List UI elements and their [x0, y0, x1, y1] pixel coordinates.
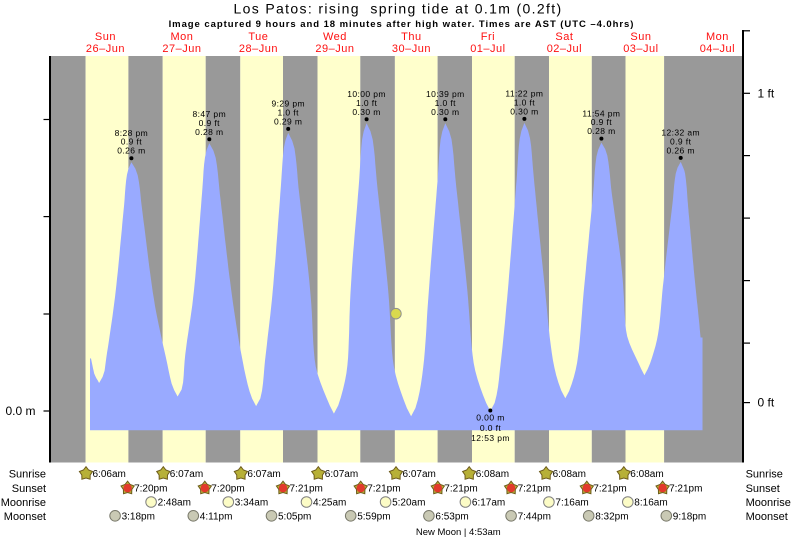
svg-text:0.30 m: 0.30 m: [352, 107, 380, 117]
svg-text:6:07am: 6:07am: [325, 469, 358, 480]
svg-text:01–Jul: 01–Jul: [470, 43, 505, 55]
svg-text:Moonrise: Moonrise: [746, 497, 791, 509]
svg-text:11:22 pm: 11:22 pm: [505, 89, 543, 99]
svg-text:8:32pm: 8:32pm: [595, 511, 628, 522]
svg-text:Sat: Sat: [555, 31, 573, 43]
svg-text:12:32 am: 12:32 am: [661, 128, 700, 138]
svg-text:0.30 m: 0.30 m: [431, 107, 459, 117]
svg-text:10:00 pm: 10:00 pm: [347, 89, 386, 99]
svg-text:02–Jul: 02–Jul: [547, 43, 582, 55]
svg-text:6:17am: 6:17am: [472, 498, 505, 509]
svg-text:3:18pm: 3:18pm: [122, 511, 155, 522]
svg-text:0.0 ft: 0.0 ft: [480, 423, 502, 433]
svg-text:5:59pm: 5:59pm: [357, 511, 390, 522]
svg-text:3:34am: 3:34am: [235, 498, 268, 509]
svg-text:6:07am: 6:07am: [403, 469, 436, 480]
svg-text:Moonset: Moonset: [4, 511, 46, 523]
svg-text:9:18pm: 9:18pm: [673, 511, 706, 522]
svg-text:5:20am: 5:20am: [392, 498, 425, 509]
svg-text:Mon: Mon: [170, 31, 193, 43]
svg-text:Sun: Sun: [630, 31, 651, 43]
svg-text:Moonrise: Moonrise: [1, 497, 46, 509]
svg-text:0.28 m: 0.28 m: [195, 127, 223, 137]
svg-text:28–Jun: 28–Jun: [239, 43, 278, 55]
svg-text:0 ft: 0 ft: [758, 396, 775, 410]
svg-text:27–Jun: 27–Jun: [162, 43, 201, 55]
svg-text:7:20pm: 7:20pm: [211, 484, 244, 495]
svg-text:Sunset: Sunset: [746, 483, 780, 495]
svg-text:Wed: Wed: [323, 31, 347, 43]
svg-text:6:53pm: 6:53pm: [435, 511, 468, 522]
svg-text:2:48am: 2:48am: [158, 498, 191, 509]
svg-text:9:29 pm: 9:29 pm: [271, 99, 305, 109]
svg-text:0.9 ft: 0.9 ft: [591, 117, 613, 127]
svg-text:5:05pm: 5:05pm: [278, 511, 311, 522]
svg-text:4:25am: 4:25am: [313, 498, 346, 509]
svg-text:Los Patos: rising spring tide: Los Patos: rising spring tide at 0.1m (0…: [233, 1, 562, 17]
svg-text:0.28 m: 0.28 m: [587, 126, 615, 136]
svg-text:30–Jun: 30–Jun: [392, 43, 431, 55]
svg-text:Sun: Sun: [95, 31, 116, 43]
svg-text:1 ft: 1 ft: [758, 86, 775, 100]
svg-text:0.9 ft: 0.9 ft: [121, 137, 143, 147]
svg-text:1.0 ft: 1.0 ft: [278, 107, 300, 117]
svg-text:0.26 m: 0.26 m: [667, 145, 695, 155]
svg-text:7:20pm: 7:20pm: [134, 484, 167, 495]
svg-text:Sunrise: Sunrise: [746, 469, 783, 481]
svg-text:7:21pm: 7:21pm: [444, 484, 477, 495]
svg-text:7:21pm: 7:21pm: [669, 484, 702, 495]
svg-text:04–Jul: 04–Jul: [700, 43, 735, 55]
svg-text:03–Jul: 03–Jul: [623, 43, 658, 55]
svg-text:8:47 pm: 8:47 pm: [193, 109, 227, 119]
svg-text:Fri: Fri: [481, 31, 495, 43]
svg-text:7:16am: 7:16am: [555, 498, 588, 509]
svg-text:0.9 ft: 0.9 ft: [670, 136, 692, 146]
svg-text:0.9 ft: 0.9 ft: [199, 118, 221, 128]
svg-text:0.00 m: 0.00 m: [476, 412, 504, 422]
svg-text:7:44pm: 7:44pm: [518, 511, 551, 522]
svg-text:6:08am: 6:08am: [630, 469, 663, 480]
svg-text:0.26 m: 0.26 m: [117, 146, 145, 156]
svg-text:7:21pm: 7:21pm: [593, 484, 626, 495]
svg-text:1.0 ft: 1.0 ft: [514, 97, 536, 107]
svg-text:10:39 pm: 10:39 pm: [426, 89, 465, 99]
svg-text:7:21pm: 7:21pm: [518, 484, 551, 495]
svg-text:6:08am: 6:08am: [553, 469, 586, 480]
svg-text:0.30 m: 0.30 m: [510, 106, 538, 116]
svg-text:Sunset: Sunset: [12, 483, 46, 495]
svg-text:Tue: Tue: [248, 31, 268, 43]
svg-text:7:21pm: 7:21pm: [290, 484, 323, 495]
svg-text:7:21pm: 7:21pm: [367, 484, 400, 495]
svg-text:6:07am: 6:07am: [170, 469, 203, 480]
svg-text:6:06am: 6:06am: [93, 469, 126, 480]
svg-text:1.0 ft: 1.0 ft: [356, 98, 378, 108]
svg-text:26–Jun: 26–Jun: [86, 43, 125, 55]
svg-text:Moonset: Moonset: [746, 511, 788, 523]
svg-text:6:07am: 6:07am: [247, 469, 280, 480]
svg-text:8:28 pm: 8:28 pm: [115, 128, 149, 138]
svg-text:29–Jun: 29–Jun: [315, 43, 354, 55]
svg-text:Sunrise: Sunrise: [9, 469, 46, 481]
svg-text:New Moon | 4:53am: New Moon | 4:53am: [416, 527, 501, 537]
svg-text:8:16am: 8:16am: [634, 498, 667, 509]
svg-text:Thu: Thu: [401, 31, 421, 43]
svg-text:6:08am: 6:08am: [476, 469, 509, 480]
svg-text:1.0 ft: 1.0 ft: [435, 98, 457, 108]
svg-text:0.0 m: 0.0 m: [5, 404, 35, 418]
svg-text:0.29 m: 0.29 m: [274, 116, 302, 126]
svg-text:Image captured 9 hours and 18: Image captured 9 hours and 18 minutes af…: [169, 19, 635, 30]
svg-text:4:11pm: 4:11pm: [200, 511, 233, 522]
svg-text:12:53 pm: 12:53 pm: [471, 433, 510, 443]
svg-text:Mon: Mon: [706, 31, 729, 43]
svg-text:11:54 pm: 11:54 pm: [582, 108, 620, 118]
